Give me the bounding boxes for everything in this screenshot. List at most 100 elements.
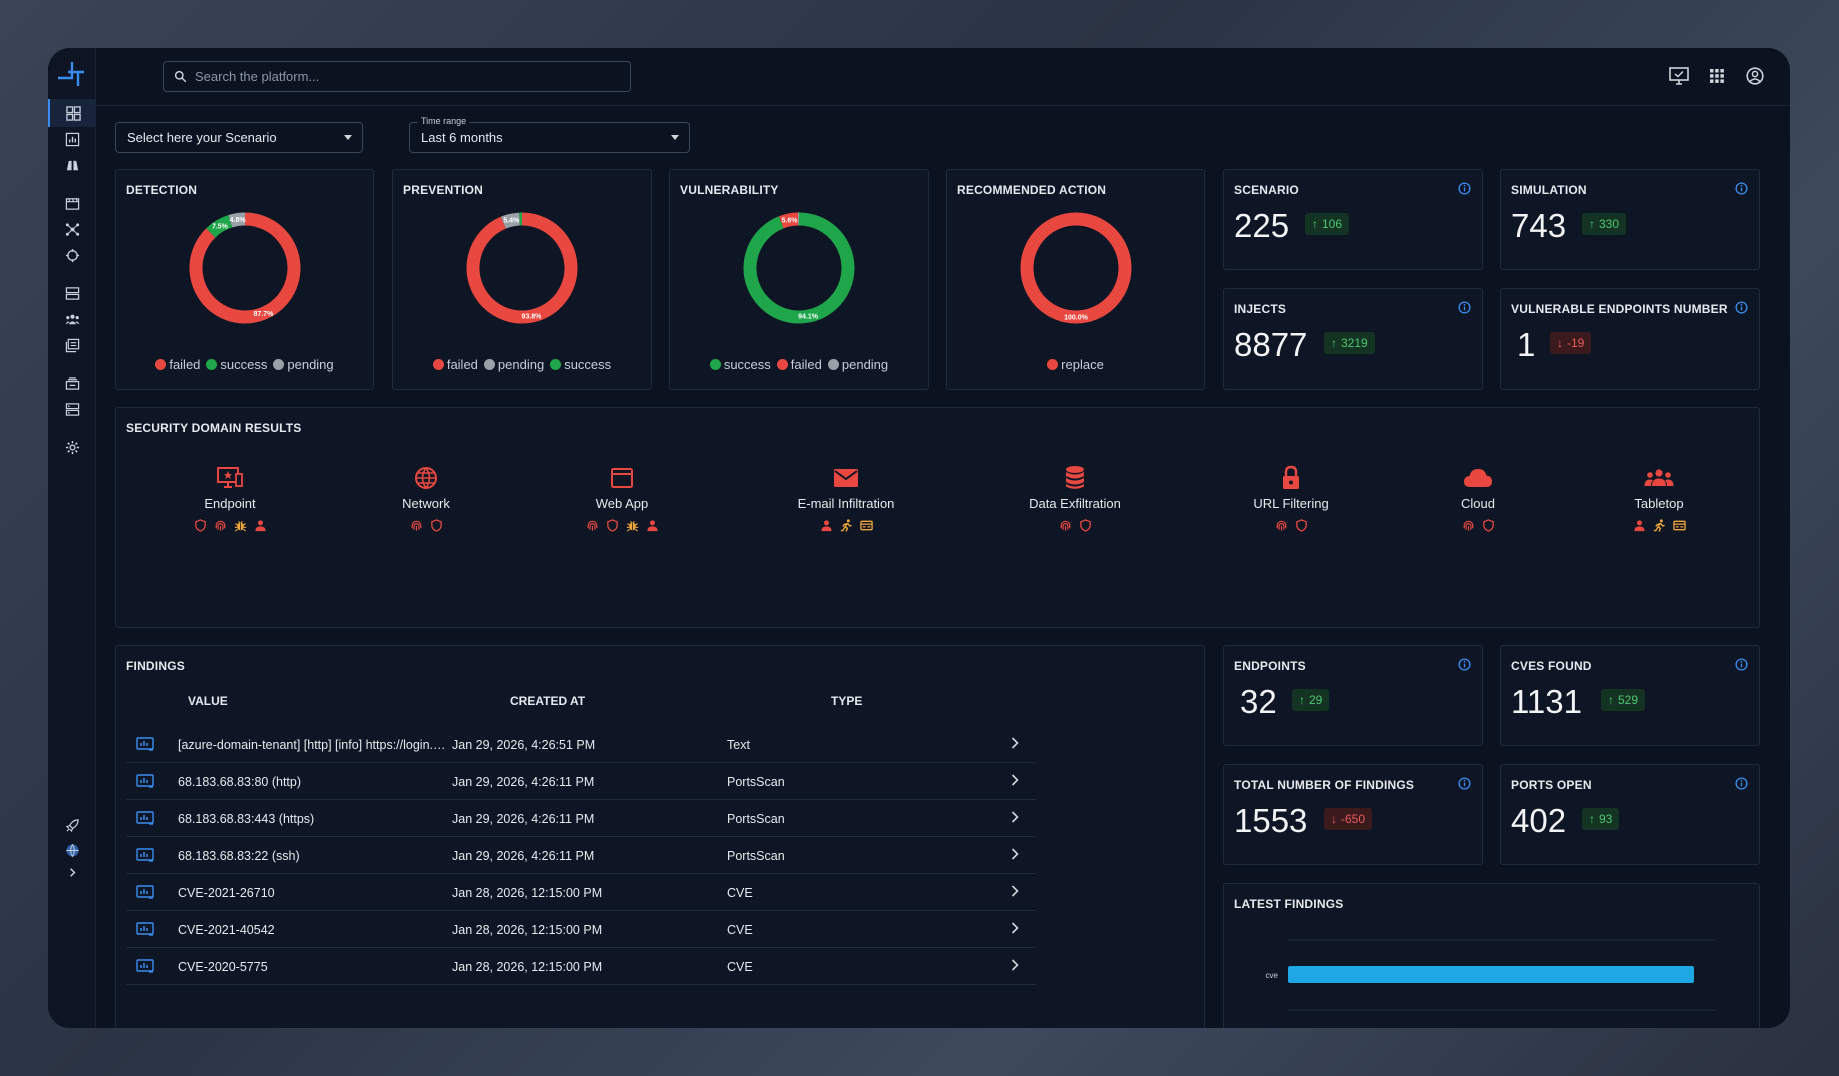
shield-icon[interactable] <box>1079 519 1092 532</box>
user-menu-button[interactable] <box>1744 65 1766 87</box>
time-range-select[interactable]: Time range Last 6 months <box>409 116 690 153</box>
chevron-right-icon[interactable] <box>1010 884 1020 898</box>
simulation-card[interactable]: SIMULATION 743 ↑ 330 <box>1500 169 1760 270</box>
info-icon[interactable] <box>1735 182 1748 195</box>
app-logo[interactable] <box>56 58 88 90</box>
bug-icon[interactable] <box>626 519 639 532</box>
sidebar-item-assets[interactable] <box>48 279 96 307</box>
fingerprint-icon[interactable] <box>214 519 227 532</box>
sidebar-item-simulations[interactable] <box>48 189 96 217</box>
info-icon[interactable] <box>1458 301 1471 314</box>
donut-slice-success[interactable] <box>205 215 233 238</box>
fingerprint-icon[interactable] <box>1462 519 1475 532</box>
info-icon[interactable] <box>1735 301 1748 314</box>
cves-found-card[interactable]: CVES FOUND 1131 ↑ 529 <box>1500 645 1760 746</box>
chevron-right-icon[interactable] <box>1010 736 1020 750</box>
card-icon[interactable] <box>1672 519 1686 532</box>
person-icon[interactable] <box>254 519 267 532</box>
legend-item-failed[interactable]: failed <box>432 357 478 372</box>
donut-slice-success[interactable] <box>743 212 855 324</box>
scenario-card[interactable]: SCENARIO 225 ↑ 106 <box>1223 169 1483 270</box>
info-icon[interactable] <box>1735 777 1748 790</box>
info-icon[interactable] <box>1458 182 1471 195</box>
legend-item-success[interactable]: success <box>709 357 771 372</box>
shield-icon[interactable] <box>194 519 207 532</box>
sidebar-item-findings[interactable] <box>48 151 96 179</box>
remote-access-button[interactable] <box>1668 65 1690 87</box>
card-icon[interactable] <box>859 519 873 532</box>
person-icon[interactable] <box>1633 519 1646 532</box>
bug-icon[interactable] <box>234 519 247 532</box>
table-row[interactable]: [azure-domain-tenant] [http] [info] http… <box>126 726 1036 763</box>
fingerprint-icon[interactable] <box>586 519 599 532</box>
legend-item-pending[interactable]: pending <box>483 357 544 372</box>
table-row[interactable]: 68.183.68.83:22 (ssh) Jan 29, 2026, 4:26:… <box>126 837 1036 874</box>
chevron-right-icon[interactable] <box>1010 773 1020 787</box>
domain-e-mail-infiltration[interactable]: E-mail Infiltration <box>766 464 926 532</box>
column-header-created-at[interactable]: CREATED AT <box>510 694 586 708</box>
running-person-icon[interactable] <box>1653 519 1666 532</box>
sidebar-item-targets[interactable] <box>48 241 96 269</box>
sidebar-item-settings[interactable] <box>48 433 96 461</box>
search-input[interactable] <box>195 69 615 84</box>
person-icon[interactable] <box>646 519 659 532</box>
sidebar-item-infrastructure[interactable] <box>48 395 96 423</box>
legend-item-pending[interactable]: pending <box>827 357 888 372</box>
donut-slice-failed[interactable] <box>778 212 799 229</box>
chevron-right-icon[interactable] <box>1010 810 1020 824</box>
sidebar-item-dashboard[interactable] <box>48 99 96 127</box>
bar-cve[interactable] <box>1288 966 1694 983</box>
table-row[interactable]: CVE-2020-5775 Jan 28, 2026, 12:15:00 PM CV… <box>126 948 1036 985</box>
shield-icon[interactable] <box>1482 519 1495 532</box>
domain-web-app[interactable]: Web App <box>542 464 702 532</box>
shield-icon[interactable] <box>430 519 443 532</box>
total-findings-card[interactable]: TOTAL NUMBER OF FINDINGS 1553 ↓ -650 <box>1223 764 1483 865</box>
chevron-right-icon[interactable] <box>1010 958 1020 972</box>
chevron-right-icon[interactable] <box>1010 847 1020 861</box>
domain-tabletop[interactable]: Tabletop <box>1579 464 1739 532</box>
sidebar-item-integrations[interactable] <box>48 369 96 397</box>
sidebar-item-get-started[interactable] <box>48 811 96 839</box>
info-icon[interactable] <box>1458 658 1471 671</box>
sidebar-item-analytics[interactable] <box>48 125 96 153</box>
column-header-value[interactable]: VALUE <box>188 694 228 708</box>
column-header-type[interactable]: TYPE <box>831 694 863 708</box>
table-row[interactable]: 68.183.68.83:80 (http) Jan 29, 2026, 4:26… <box>126 763 1036 800</box>
donut-slice-failed[interactable] <box>189 212 300 324</box>
sidebar-item-scenarios[interactable] <box>48 215 96 243</box>
legend-item-success[interactable]: success <box>206 357 267 372</box>
shield-icon[interactable] <box>606 519 619 532</box>
injects-card[interactable]: INJECTS 8877 ↑ 3219 <box>1223 288 1483 390</box>
domain-cloud[interactable]: Cloud <box>1398 464 1558 532</box>
legend-item-failed[interactable]: failed <box>776 357 822 372</box>
legend-item-replace[interactable]: replace <box>1047 357 1104 372</box>
ports-open-card[interactable]: PORTS OPEN 402 ↑ 93 <box>1500 764 1760 865</box>
domain-url-filtering[interactable]: URL Filtering <box>1211 464 1371 532</box>
apps-menu-button[interactable] <box>1706 65 1728 87</box>
sidebar-item-language[interactable] <box>48 836 96 864</box>
fingerprint-icon[interactable] <box>410 519 423 532</box>
sidebar-item-teams[interactable] <box>48 305 96 333</box>
legend-item-pending[interactable]: pending <box>273 357 334 372</box>
legend-item-success[interactable]: success <box>550 357 611 372</box>
search-box[interactable] <box>163 61 631 92</box>
vulnerable-endpoints-card[interactable]: VULNERABLE ENDPOINTS NUMBER 1 ↓ -19 <box>1500 288 1760 390</box>
info-icon[interactable] <box>1735 658 1748 671</box>
scenario-select[interactable]: Select here your Scenario <box>115 122 363 153</box>
donut-slice-failed[interactable] <box>466 212 578 324</box>
sidebar-expand-button[interactable] <box>48 858 96 886</box>
donut-slice-replace[interactable] <box>1020 212 1131 324</box>
table-row[interactable]: CVE-2021-26710 Jan 28, 2026, 12:15:00 PM C… <box>126 874 1036 911</box>
donut-slice-pending[interactable] <box>228 212 245 228</box>
domain-endpoint[interactable]: Endpoint <box>150 464 310 532</box>
domain-network[interactable]: Network <box>346 464 506 532</box>
fingerprint-icon[interactable] <box>1059 519 1072 532</box>
person-icon[interactable] <box>820 519 833 532</box>
table-row[interactable]: 68.183.68.83:443 (https) Jan 29, 2026, 4:… <box>126 800 1036 837</box>
shield-icon[interactable] <box>1295 519 1308 532</box>
domain-data-exfiltration[interactable]: Data Exfiltration <box>995 464 1155 532</box>
fingerprint-icon[interactable] <box>1275 519 1288 532</box>
sidebar-item-library[interactable] <box>48 331 96 359</box>
table-row[interactable]: CVE-2021-40542 Jan 28, 2026, 12:15:00 PM C… <box>126 911 1036 948</box>
chevron-right-icon[interactable] <box>1010 921 1020 935</box>
